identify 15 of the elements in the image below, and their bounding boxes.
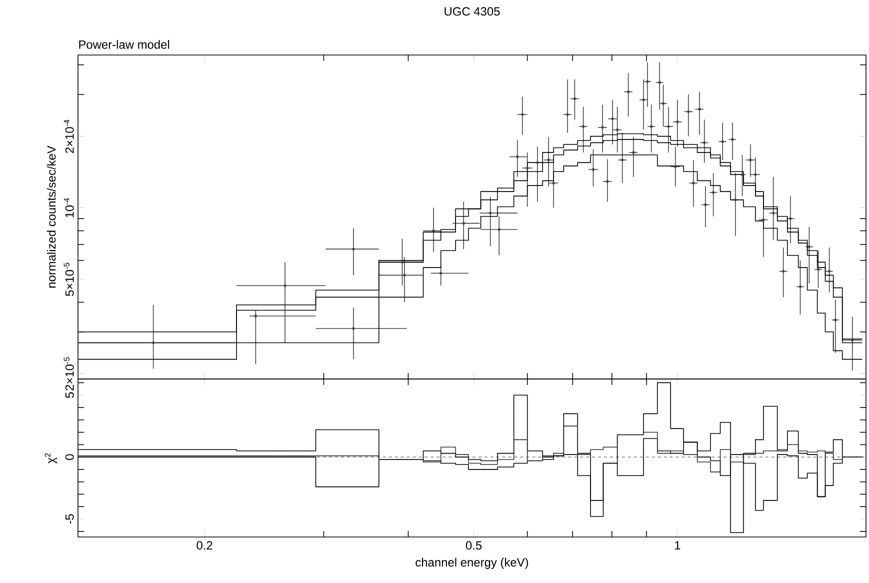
y-tick-label: 0 [65,454,74,460]
y-tick-label: 2×10$^{-4}$ [64,120,74,153]
y-tick-label: 2×10$^{-5}$ [64,357,74,390]
x-tick-label: 0.5 [466,541,482,550]
y-tick-label: -5 [65,514,74,524]
chart-subtitle: Power-law model [79,40,170,49]
x-axis-title: channel energy (keV) [416,558,528,569]
y-axis-title: normalized counts/sec/keV [46,146,56,288]
y-tick-label: 5 [65,392,74,398]
chart-title: UGC 4305 [444,7,500,16]
y-tick-label: 10$^{-4}$ [64,198,74,218]
x-tick-label: 1 [675,541,680,550]
x-tick-label: 0.2 [196,541,212,550]
y-axis-title: χ$^{2}$ [44,453,58,464]
y-tick-label: 5×10$^{-5}$ [64,262,74,296]
